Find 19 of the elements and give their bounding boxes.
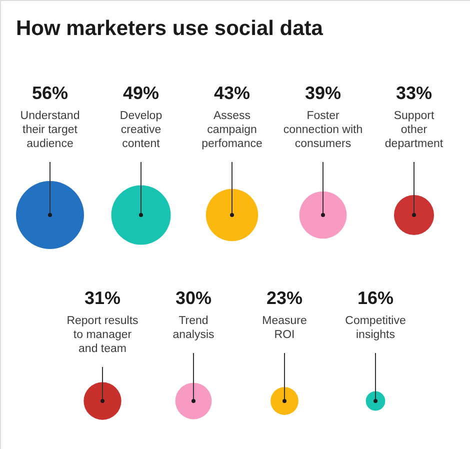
category-label: Support other department (384, 110, 444, 150)
data-label: 33% (396, 83, 432, 103)
category-label: Competitive insights (345, 315, 406, 341)
data-label: 56% (32, 83, 68, 103)
data-label: 39% (304, 83, 342, 103)
category-label: Report results to manager and team (66, 315, 139, 355)
category-label: Trend analysis (172, 315, 215, 341)
data-label: 23% (266, 288, 303, 308)
data-label: 30% (175, 288, 212, 308)
category-label: Develop creative content (120, 110, 162, 150)
data-label: 49% (122, 83, 160, 103)
category-label: Measure ROI (262, 315, 307, 341)
category-label: Assess campaign perfomance (202, 110, 262, 150)
text: How marketers use social data (16, 17, 324, 40)
category-label: Understand their target audience (20, 110, 80, 150)
data-label: 43% (214, 83, 250, 103)
category-label: Foster connection with consumers (283, 110, 363, 150)
data-label: 31% (84, 288, 121, 308)
data-label: 16% (357, 288, 394, 308)
